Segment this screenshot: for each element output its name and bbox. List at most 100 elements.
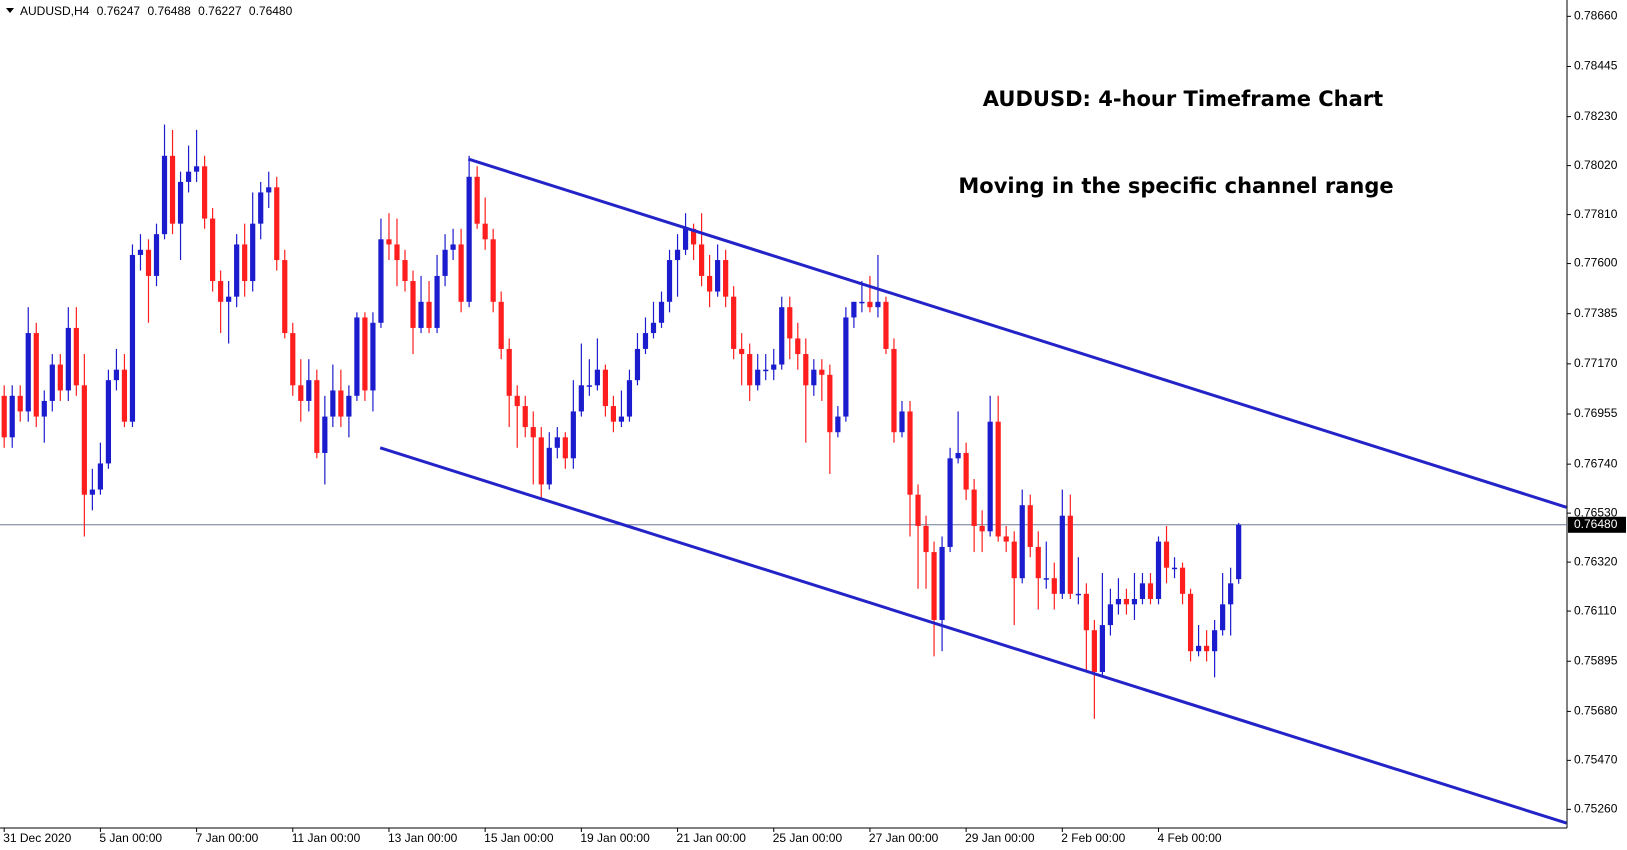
candle-body (250, 223, 256, 282)
candle-body (690, 228, 697, 245)
candle-body (1228, 583, 1234, 605)
candle-body (1051, 578, 1057, 594)
candle-body (1, 395, 7, 438)
candle-body (931, 552, 937, 620)
candle-body (538, 437, 544, 485)
candle-body (963, 452, 969, 490)
candle-body (298, 385, 304, 401)
x-tick-label: 21 Jan 00:00 (677, 831, 747, 845)
y-tick-label: 0.76530 (1574, 505, 1618, 519)
annotation-title: AUDUSD: 4-hour Timeframe Chart (983, 87, 1383, 111)
candle-body (883, 301, 889, 349)
candle-body (129, 254, 136, 422)
candle-body (578, 385, 584, 412)
candle-body (33, 333, 39, 417)
candle-body (498, 301, 504, 349)
candle-body (1003, 536, 1009, 542)
y-tick-label: 0.76740 (1574, 456, 1618, 470)
candle-body (570, 411, 576, 459)
candle-body (442, 249, 448, 276)
candle-body (306, 380, 312, 401)
candle-body (282, 260, 288, 334)
candle-body (1107, 604, 1114, 626)
candle-body (9, 395, 15, 438)
x-tick-label: 27 Jan 00:00 (869, 831, 939, 845)
candle-body (105, 380, 112, 464)
candle-body (153, 234, 160, 276)
candle-body (707, 275, 713, 292)
candle-body (979, 525, 985, 532)
candle-body (819, 369, 825, 375)
candle-body (1075, 593, 1081, 596)
candle-body (763, 369, 769, 372)
candle-body (57, 364, 63, 391)
candle-body (771, 364, 777, 370)
candle-body (218, 281, 224, 302)
candle-body (1043, 578, 1049, 580)
candle-body (1099, 625, 1105, 672)
candle-body (682, 228, 689, 250)
candle-body (602, 369, 608, 407)
candle-body (1204, 645, 1210, 652)
candle-body (723, 260, 729, 297)
candle-body (402, 260, 408, 282)
x-tick-label: 15 Jan 00:00 (484, 831, 554, 845)
candle-body (169, 155, 176, 224)
candle-body (17, 395, 23, 412)
candle-body (394, 244, 400, 261)
candle-body (891, 348, 897, 433)
candle-body (779, 307, 785, 365)
candle-body (915, 494, 921, 526)
candle-body (1011, 541, 1017, 579)
candle-body (410, 281, 416, 328)
candle-body (1035, 546, 1041, 579)
symbol: AUDUSD,H4 (20, 4, 90, 18)
candle-body (562, 437, 568, 459)
x-tick-label: 2 Feb 00:00 (1061, 831, 1125, 845)
candle-body (378, 239, 384, 323)
y-tick-label: 0.78660 (1574, 8, 1618, 22)
candle-body (1123, 598, 1130, 605)
channel-line (467, 157, 1567, 509)
candle-body (755, 369, 761, 386)
candle-body (610, 406, 617, 422)
candle-body (346, 395, 352, 417)
candle-body (73, 327, 79, 386)
candle-body (859, 301, 865, 304)
x-tick-label: 7 Jan 00:00 (196, 831, 259, 845)
candle-body (1163, 541, 1170, 568)
candle-body (939, 546, 945, 620)
y-tick-label: 0.76320 (1574, 554, 1618, 568)
close-value: 0.76480 (249, 4, 293, 18)
candle-body (1236, 524, 1242, 580)
y-tick-label: 0.78230 (1574, 109, 1618, 123)
candle-body (1131, 598, 1138, 605)
open-value: 0.76247 (97, 4, 141, 18)
plot-area (0, 124, 1567, 825)
candle-body (354, 317, 360, 396)
candle-body (210, 218, 216, 282)
candle-body (274, 187, 280, 261)
candle-body (474, 176, 480, 224)
candle-body (1059, 515, 1065, 594)
candle-body (995, 421, 1001, 537)
candle-body (747, 354, 753, 386)
candle-body (626, 380, 633, 417)
candle-body (522, 406, 528, 428)
candle-body (1179, 567, 1186, 594)
annotation-subtitle: Moving in the specific channel range (958, 174, 1393, 198)
candle-body (258, 192, 264, 224)
candle-body (49, 364, 55, 401)
candle-body (266, 187, 272, 193)
candle-body (177, 181, 184, 224)
price-label-box (1568, 516, 1626, 533)
candle-body (835, 416, 841, 433)
candle-body (586, 385, 592, 387)
candle-body (290, 333, 296, 386)
candle-body (618, 416, 625, 422)
candle-body (715, 260, 721, 292)
candle-body (434, 275, 440, 328)
x-tick-label: 25 Jan 00:00 (773, 831, 843, 845)
candle-body (97, 463, 103, 490)
y-tick-label: 0.77385 (1574, 306, 1618, 320)
